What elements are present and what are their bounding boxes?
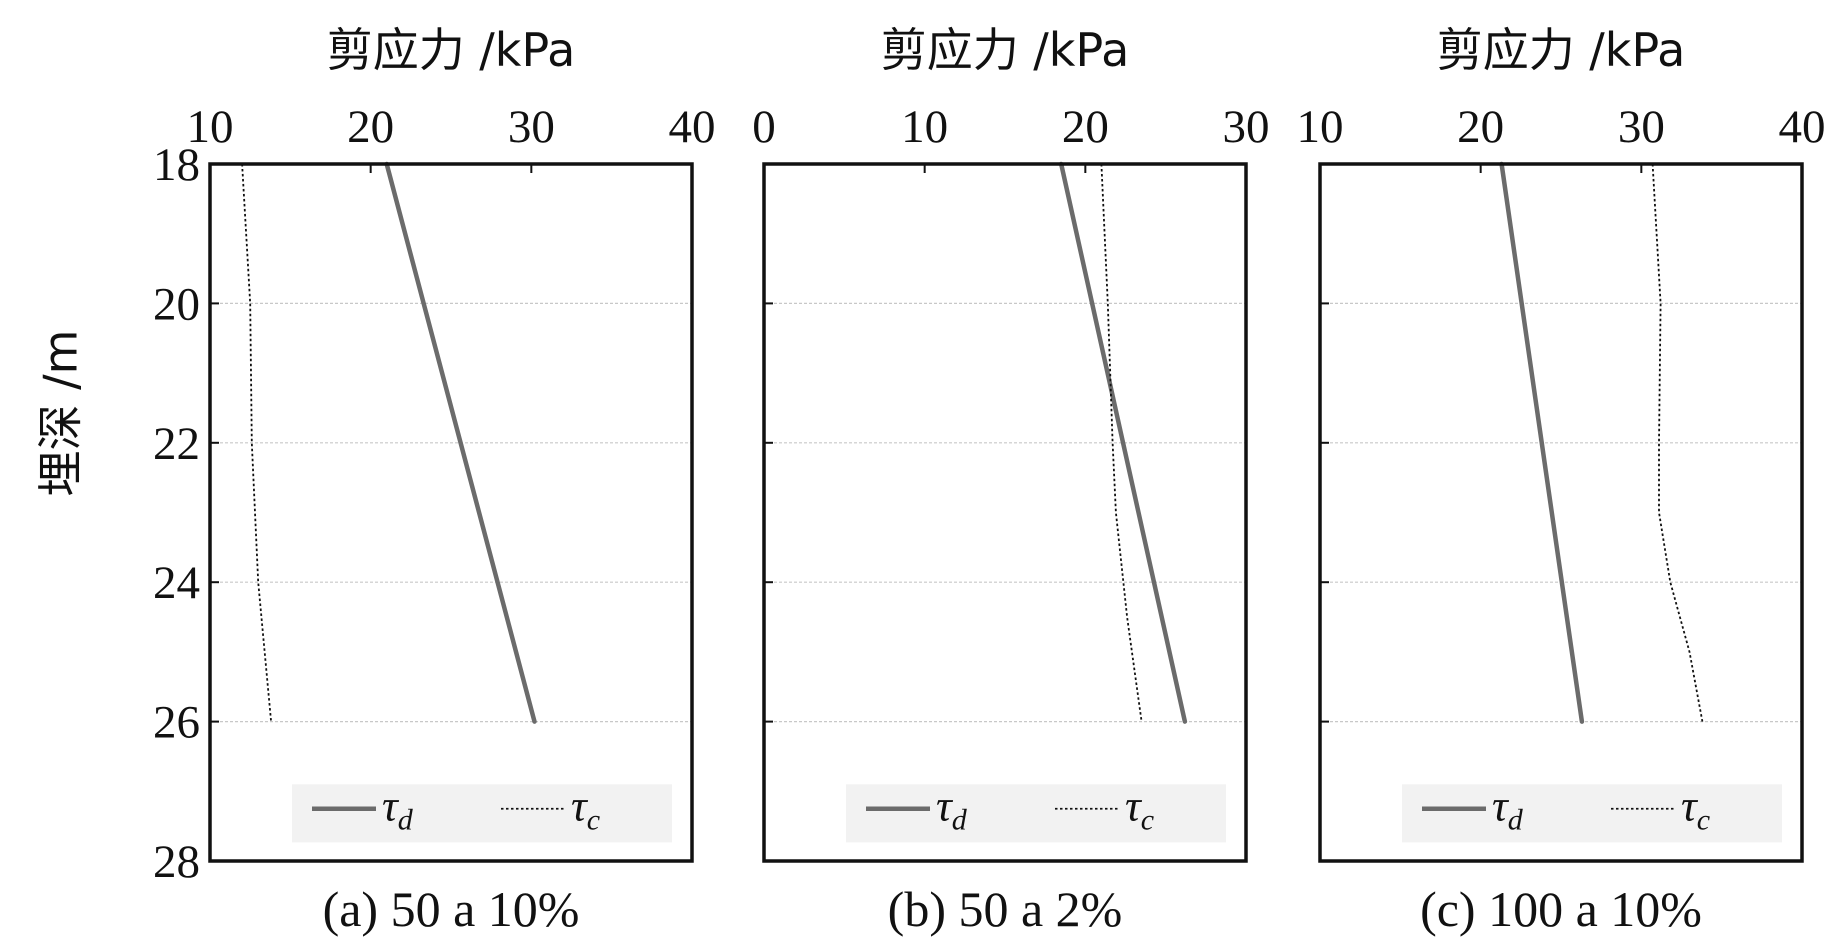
panel-a-x-tick-label-3: 40 <box>669 101 716 153</box>
panel-a-legend: τd τc <box>292 782 672 843</box>
panel-a-x-tick-label-1: 20 <box>347 101 394 153</box>
chart-panels: 剪应力 /kPa 10 20 30 40 18 20 22 24 26 28 τd τc (a) 50 a… <box>153 23 1826 937</box>
panel-b-x-tick-label-2: 20 <box>1062 101 1109 153</box>
panel-b-legend-label-tau-d: τd <box>936 782 968 837</box>
panel-c-title: 剪应力 /kPa <box>1437 23 1686 77</box>
panel-c-series-tau-d-line <box>1499 161 1585 724</box>
panel-c-caption: (c) 100 a 10% <box>1420 881 1702 937</box>
panel-b-frame <box>762 162 1248 863</box>
panel-a-x-tick-label-2: 30 <box>508 101 555 153</box>
panel-c-x-tick-label-0: 10 <box>1297 101 1344 153</box>
panel-b-series-tau-d-line <box>1058 161 1188 724</box>
panel-a-series-tau-c-line <box>241 163 272 722</box>
panel-a-legend-label-tau-d: τd <box>382 782 414 837</box>
panel-a-y-tick-label-0: 18 <box>153 139 200 191</box>
panel-b-x-tick-label-0: 0 <box>752 101 776 153</box>
panel-a-y-tick-label-2: 22 <box>153 418 200 470</box>
panel-a-legend-label-tau-c: τc <box>571 782 600 837</box>
panel-b-caption: (b) 50 a 2% <box>888 881 1123 937</box>
panel-a-y-tick-label-4: 26 <box>153 697 200 749</box>
panel-a-x-tick-label-0: 10 <box>187 101 234 153</box>
panel-c-series-tau-c-line <box>1651 163 1704 722</box>
panel-c-legend-label-tau-c: τc <box>1681 782 1710 837</box>
panel-b-legend: τd τc <box>846 782 1226 843</box>
panel-c-x-tick-label-3: 40 <box>1779 101 1826 153</box>
panel-c-frame <box>1318 162 1804 863</box>
panel-a-title: 剪应力 /kPa <box>327 23 576 77</box>
y-axis-label: 埋深 /m <box>34 330 88 497</box>
panel-a-y-tick-label-3: 24 <box>153 557 200 609</box>
panel-c-legend: τd τc <box>1402 782 1782 843</box>
panel-c-legend-label-tau-d: τd <box>1492 782 1524 837</box>
panel-a: 剪应力 /kPa 10 20 30 40 18 20 22 24 26 28 τd τc (a) 50 a… <box>153 23 716 937</box>
panel-c: 剪应力 /kPa 10 20 30 40 τd τc (c) 100 a 10% <box>1297 23 1826 937</box>
panel-a-series-tau-d-line <box>384 161 537 724</box>
panel-c-x-tick-label-2: 30 <box>1618 101 1665 153</box>
panel-a-caption: (a) 50 a 10% <box>323 881 580 937</box>
panel-a-y-tick-label-1: 20 <box>153 278 200 330</box>
panel-b-x-tick-label-3: 30 <box>1223 101 1270 153</box>
panel-b-title: 剪应力 /kPa <box>881 23 1130 77</box>
panel-a-legend-background <box>292 784 672 843</box>
panel-b-series-tau-c-line <box>1100 163 1143 722</box>
panel-b-legend-label-tau-c: τc <box>1125 782 1154 837</box>
panel-c-legend-background <box>1402 784 1782 843</box>
panel-b-legend-background <box>846 784 1226 843</box>
panel-a-frame <box>208 162 694 863</box>
panel-c-x-tick-label-1: 20 <box>1457 101 1504 153</box>
panel-b: 剪应力 /kPa 0 10 20 30 τd τc(b) 50 a 2% <box>752 23 1269 937</box>
panel-a-y-tick-label-5: 28 <box>153 836 200 888</box>
panel-b-x-tick-label-1: 10 <box>901 101 948 153</box>
